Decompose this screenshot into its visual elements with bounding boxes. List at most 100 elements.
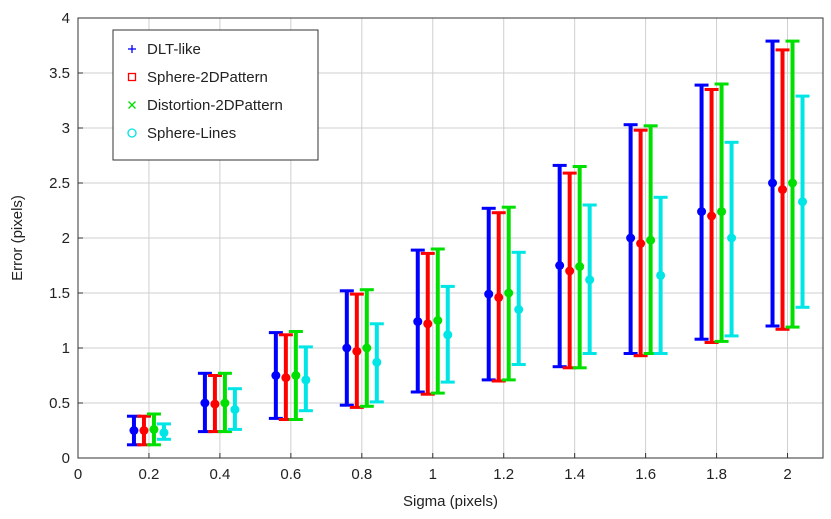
data-point [413,317,423,327]
series-layer [126,39,810,447]
data-point [636,239,646,248]
error-bar [227,387,242,431]
error-bar [268,331,283,420]
data-point [362,343,372,353]
y-tick-label: 1.5 [49,285,70,302]
data-point [484,289,494,299]
error-bar [298,345,313,413]
legend-label: Sphere-2DPattern [147,69,268,86]
legend: DLT-like Sphere-2DPattern Distortion-2DPat… [112,29,319,161]
error-bar [562,171,577,370]
legend-label: DLT-like [147,41,201,58]
data-point [159,428,169,438]
data-point [220,398,230,408]
data-point [727,233,737,243]
error-bar [653,195,668,355]
x-axis-label: Sigma (pixels) [403,493,498,510]
error-bar [430,247,445,395]
error-bar [623,123,638,355]
error-bar [481,206,496,382]
series-distortion-2dpattern [146,39,800,447]
data-point [768,178,778,188]
legend-item: Sphere-2DPattern [127,69,268,86]
error-bar [146,412,161,447]
legend-label: Distortion-2DPattern [147,97,283,114]
data-point [281,373,291,383]
data-point [230,405,240,415]
data-point [656,270,666,280]
series-sphere-2dpattern [136,48,790,447]
data-point [555,261,565,270]
error-bar [552,163,567,369]
error-bar [207,374,222,434]
data-point [443,330,453,340]
data-point [129,426,139,435]
y-tick-label: 2.5 [49,175,70,192]
y-tick-label: 2 [62,230,70,247]
data-point [301,375,311,385]
legend-marker-x [128,101,136,109]
data-point [433,316,443,325]
legend-box [112,29,319,161]
error-bar [156,422,171,441]
error-bar [440,284,455,384]
x-tick-label: 1.2 [493,466,514,483]
axis-ticks: 0 0.2 0.4 0.6 0.8 1 1.2 1.4 1.6 1.8 2 0 0.5 1 1.5 2 2.5 3… [49,10,792,483]
error-bar [511,250,526,366]
x-tick-label: 1.4 [564,466,585,483]
error-bar [643,124,658,355]
series-sphere-lines [156,94,810,441]
legend-item: Distortion-2DPattern [128,97,283,114]
data-point [575,262,585,272]
y-tick-label: 4 [62,10,70,27]
legend-item: Sphere-Lines [127,125,236,142]
data-point [494,292,504,302]
data-point [646,235,656,245]
data-point [514,305,524,314]
data-point [139,426,149,435]
error-bar [410,248,425,394]
error-bar [785,39,800,329]
error-bar [633,128,648,358]
data-point [585,275,595,285]
data-point [697,207,707,217]
error-bar [339,289,354,407]
error-bar [288,330,303,421]
legend-marker-circle [127,128,137,138]
data-point [504,288,514,298]
x-tick-label: 0.6 [280,466,301,483]
x-tick-label: 0.8 [351,466,372,483]
error-bar [582,203,597,355]
error-bar [795,94,810,309]
x-tick-label: 0 [74,466,82,483]
x-tick-label: 2 [783,466,791,483]
error-bar [349,292,364,409]
y-tick-label: 0 [62,450,70,467]
data-point [342,343,352,353]
legend-item: DLT-like [128,41,201,58]
data-point [200,398,210,408]
data-point [717,207,727,217]
error-bar [501,205,516,382]
x-tick-label: 1.6 [635,466,656,483]
data-point [423,319,433,329]
x-tick-label: 1.8 [706,466,727,483]
data-point [788,178,798,188]
error-bar [765,39,780,328]
error-bar [359,288,374,408]
error-bar [126,414,141,447]
y-tick-label: 3.5 [49,65,70,82]
data-point [707,211,717,221]
error-bar [278,333,293,421]
data-point [271,371,281,380]
error-bar [217,371,232,434]
data-point [352,346,362,356]
error-bar [197,371,212,434]
y-tick-label: 1 [62,340,70,357]
data-point [149,424,159,434]
error-bar [369,322,384,404]
data-point [778,185,788,195]
data-point [626,233,636,243]
x-tick-label: 0.2 [139,466,160,483]
